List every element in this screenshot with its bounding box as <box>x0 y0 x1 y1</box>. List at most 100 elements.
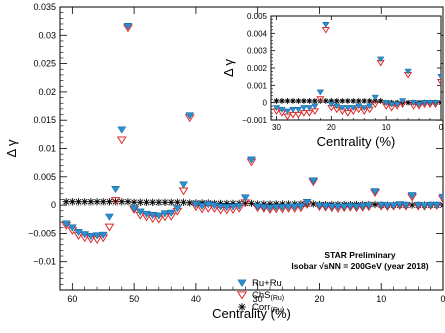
star-preliminary-label: STAR Preliminary <box>324 250 395 260</box>
main-data-point <box>438 193 443 202</box>
inset-data-point <box>311 103 319 110</box>
legend-marker-2 <box>238 303 246 311</box>
main-data-point <box>401 201 411 209</box>
inset-y-tick-label: −0.001 <box>242 116 267 125</box>
main-data-point <box>439 201 443 209</box>
main-data-point <box>438 195 443 204</box>
main-data-point <box>247 156 256 164</box>
main-data-point <box>426 201 436 209</box>
inset-series-0 <box>272 22 441 115</box>
main-data-point <box>185 112 195 120</box>
inset-data-point <box>279 98 285 104</box>
main-y-tick-label: 0.035 <box>33 2 56 12</box>
main-data-point <box>62 198 70 206</box>
inset-data-point <box>344 98 351 104</box>
inset-data-point <box>393 101 401 108</box>
inset-data-point <box>355 98 362 104</box>
main-x-axis-title: Centrality (%) <box>212 306 291 321</box>
main-data-point <box>118 198 126 206</box>
main-data-point <box>352 203 361 211</box>
inset-data-point <box>306 98 313 104</box>
main-data-point <box>222 204 232 212</box>
inset-y-tick-label: 0.004 <box>247 29 268 38</box>
inset-data-point <box>301 98 307 104</box>
main-y-tick-label: 0.025 <box>33 59 56 69</box>
main-data-point <box>110 197 121 205</box>
main-data-point <box>117 126 127 134</box>
main-data-point <box>389 202 399 210</box>
main-data-point <box>167 198 175 206</box>
main-x-tick-label: 50 <box>129 294 139 304</box>
main-data-point <box>98 231 108 239</box>
main-data-point <box>87 198 95 206</box>
main-data-point <box>197 202 207 211</box>
inset-y-axis-title: Δ γ <box>221 58 236 77</box>
main-data-point <box>333 203 343 211</box>
main-data-point <box>93 198 101 206</box>
inset-x-tick-label: 0 <box>439 123 444 132</box>
main-data-point <box>302 199 312 207</box>
inset-data-point <box>409 100 418 106</box>
inset-data-point <box>322 22 330 28</box>
inset-data-point <box>316 89 325 96</box>
main-data-point <box>345 202 355 211</box>
main-data-point <box>136 198 144 206</box>
main-data-point <box>173 198 181 206</box>
main-data-point <box>339 203 349 211</box>
main-data-point <box>413 201 423 209</box>
main-data-point <box>172 205 182 213</box>
inset-data-point <box>377 56 385 63</box>
main-data-point <box>315 202 324 210</box>
inset-data-point <box>350 98 357 104</box>
inset-x-axis-title: Centrality (%) <box>317 134 396 149</box>
main-data-point <box>179 198 188 206</box>
main-data-point <box>104 213 114 221</box>
inset-data-point <box>294 106 303 113</box>
inset-y-tick-label: 0 <box>263 99 268 108</box>
inset-data-point <box>377 98 384 104</box>
isobar-energy-label: Isobar √sNN = 200GeV (year 2018) <box>291 261 428 271</box>
main-data-point <box>74 229 83 237</box>
inset-data-point <box>426 100 434 106</box>
main-data-point <box>358 202 368 211</box>
main-data-point <box>327 203 337 211</box>
inset-data-point <box>382 100 390 106</box>
inset-x-tick-label: 10 <box>382 123 391 132</box>
main-y-tick-label: 0.005 <box>33 172 56 182</box>
inset-data-point <box>431 100 440 106</box>
inset-data-point <box>366 103 374 110</box>
inset-data-point <box>338 105 346 112</box>
inset-data-point <box>273 98 280 104</box>
legend-label-text: Ru+Ru <box>252 278 282 289</box>
main-data-point <box>247 199 256 208</box>
inset-data-point <box>436 78 441 86</box>
main-data-point <box>154 212 164 220</box>
main-data-point <box>234 202 244 211</box>
main-data-point <box>68 198 76 206</box>
inset-data-point <box>322 98 329 104</box>
inset-data-point <box>295 98 302 104</box>
main-data-point <box>81 198 89 206</box>
inset-data-point <box>420 100 429 106</box>
main-x-tick-label: 40 <box>191 294 201 304</box>
main-data-point <box>209 202 219 210</box>
main-y-tick-label: 0 <box>51 200 56 210</box>
inset-data-point <box>300 105 308 112</box>
inset-data-point <box>311 98 318 104</box>
inset-data-point <box>398 98 407 105</box>
main-y-tick-label: 0.03 <box>38 30 56 40</box>
inset-plot: −0.001 0 0.001 0.002 0.003 0.004 0.005 30 20 10 0 C… <box>221 12 444 149</box>
main-data-point <box>92 232 102 240</box>
inset-y-tick-label: 0.003 <box>247 47 268 56</box>
main-data-point <box>376 201 386 209</box>
inset-data-point <box>415 101 423 108</box>
main-data-point <box>74 198 83 206</box>
main-y-tick-label: 0.015 <box>33 115 56 125</box>
main-data-point <box>271 204 281 212</box>
inset-x-tick-label: 20 <box>327 123 336 132</box>
inset-data-point <box>290 98 296 104</box>
main-data-point <box>142 198 151 206</box>
inset-data-point <box>404 68 412 75</box>
